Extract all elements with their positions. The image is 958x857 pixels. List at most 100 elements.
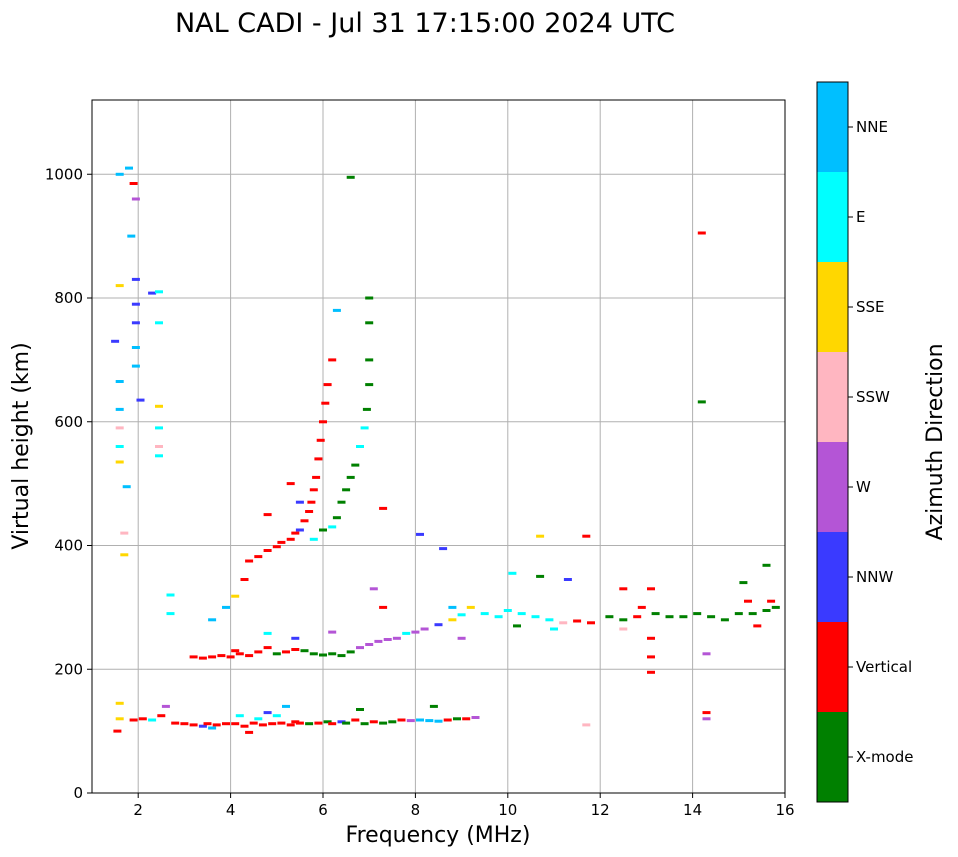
echo-point xyxy=(115,717,124,721)
x-axis-ticks: 2 4 6 8 10 12 14 16 xyxy=(133,793,795,819)
echo-point xyxy=(693,612,702,616)
echo-point xyxy=(379,721,388,725)
echo-point xyxy=(258,723,267,727)
colorbar-category-label: W xyxy=(856,478,871,496)
echo-point xyxy=(665,615,674,619)
echo-point xyxy=(254,650,263,654)
plot-frame xyxy=(91,99,786,794)
echo-point xyxy=(351,463,360,467)
echo-point xyxy=(406,719,415,723)
echo-point xyxy=(115,445,124,448)
echo-point xyxy=(748,612,757,616)
echo-point xyxy=(647,655,655,659)
x-tick-label: 4 xyxy=(226,801,236,819)
echo-point xyxy=(647,587,655,591)
echo-point xyxy=(753,624,762,628)
echo-point xyxy=(157,714,166,718)
echo-point xyxy=(161,704,170,708)
colorbar-swatch xyxy=(817,532,848,622)
echo-point xyxy=(605,615,614,619)
echo-point xyxy=(550,627,558,631)
echo-point xyxy=(573,619,582,623)
echo-point xyxy=(365,321,374,325)
echo-point xyxy=(397,718,406,722)
echo-point xyxy=(208,655,217,659)
echo-point xyxy=(619,627,628,631)
echo-point xyxy=(462,717,471,721)
echo-point xyxy=(563,578,572,581)
echo-point xyxy=(416,718,424,722)
echo-point xyxy=(309,537,318,541)
echo-point xyxy=(222,722,230,726)
echo-point xyxy=(356,708,364,711)
echo-point xyxy=(314,721,323,725)
echo-point xyxy=(263,631,272,635)
echo-point xyxy=(316,438,325,442)
echo-point xyxy=(323,720,332,724)
echo-point xyxy=(332,516,341,520)
colorbar-category-label: SSE xyxy=(856,298,885,316)
x-tick-label: 12 xyxy=(591,801,610,819)
echo-point xyxy=(115,701,124,705)
colorbar-category-label: Vertical xyxy=(856,658,912,676)
echo-point xyxy=(434,719,443,723)
echo-point xyxy=(434,623,443,627)
echo-point xyxy=(362,407,371,411)
echo-point xyxy=(208,618,217,622)
echo-point xyxy=(180,722,189,726)
echo-point xyxy=(131,364,140,368)
x-tick-label: 10 xyxy=(498,801,517,819)
echo-point xyxy=(268,722,277,726)
echo-point xyxy=(744,599,752,603)
echo-point xyxy=(508,571,517,575)
echo-point xyxy=(416,532,424,536)
echo-point xyxy=(131,302,140,306)
echo-point xyxy=(448,605,457,609)
echo-point xyxy=(217,654,226,658)
echo-point xyxy=(245,654,254,658)
colorbar-label: Azimuth Direction xyxy=(923,343,948,540)
echo-point xyxy=(503,609,512,612)
colorbar-category-label: NNE xyxy=(856,118,888,136)
echo-point xyxy=(120,553,129,557)
echo-point xyxy=(651,612,660,616)
colorbar-swatch xyxy=(817,262,848,352)
colorbar-category-label: NNW xyxy=(856,568,893,586)
echo-point xyxy=(291,531,300,535)
echo-point xyxy=(286,482,295,486)
echo-point xyxy=(254,555,263,559)
y-tick-label: 200 xyxy=(54,660,83,678)
echo-point xyxy=(212,723,221,727)
echo-point xyxy=(767,599,776,603)
colorbar-swatch xyxy=(817,622,848,712)
echo-point xyxy=(536,534,545,538)
x-tick-label: 14 xyxy=(683,801,702,819)
echo-point xyxy=(155,290,163,294)
echo-point xyxy=(337,720,346,724)
echo-point xyxy=(720,618,729,622)
echo-point xyxy=(517,612,526,616)
y-axis-label: Virtual height (km) xyxy=(9,342,34,549)
echo-point xyxy=(231,722,240,726)
echo-point xyxy=(559,621,568,625)
echo-point xyxy=(235,652,244,656)
echo-point xyxy=(148,291,157,295)
echo-point xyxy=(120,531,129,535)
echo-point xyxy=(314,457,323,461)
echo-point xyxy=(291,636,300,640)
echo-point xyxy=(319,420,327,424)
echo-point xyxy=(171,721,180,725)
echo-point xyxy=(337,500,346,504)
echo-point xyxy=(155,426,163,430)
echo-point xyxy=(369,587,378,591)
echo-point xyxy=(249,721,258,725)
echo-point xyxy=(319,528,327,532)
echo-point xyxy=(762,563,771,567)
echo-point xyxy=(365,643,374,646)
echo-point xyxy=(466,605,475,609)
echo-point xyxy=(240,578,249,581)
echo-point xyxy=(374,639,383,643)
echo-point xyxy=(647,670,655,674)
echo-point xyxy=(231,649,240,653)
echo-point xyxy=(286,537,295,541)
